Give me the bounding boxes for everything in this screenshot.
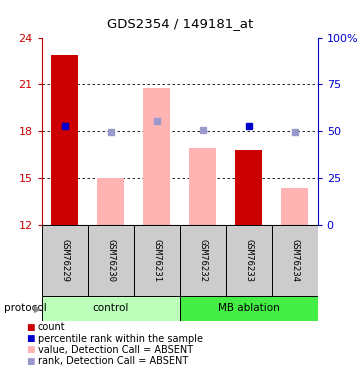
Text: protocol: protocol (4, 303, 46, 313)
Text: MB ablation: MB ablation (218, 303, 279, 313)
Bar (143, 87, 170, 225)
Bar (134, 225, 180, 296)
Text: GSM76232: GSM76232 (198, 239, 207, 282)
Bar (189, 148, 217, 225)
Bar (281, 188, 309, 225)
Text: rank, Detection Call = ABSENT: rank, Detection Call = ABSENT (38, 356, 188, 366)
Text: GDS2354 / 149181_at: GDS2354 / 149181_at (107, 17, 254, 30)
Text: ■: ■ (26, 357, 35, 366)
Text: value, Detection Call = ABSENT: value, Detection Call = ABSENT (38, 345, 193, 355)
Text: ▶: ▶ (34, 303, 42, 313)
Text: percentile rank within the sample: percentile rank within the sample (38, 334, 203, 344)
Text: GSM76229: GSM76229 (60, 239, 69, 282)
Text: ■: ■ (26, 323, 35, 332)
Text: GSM76233: GSM76233 (244, 239, 253, 282)
Bar (88, 225, 134, 296)
Text: ■: ■ (26, 334, 35, 343)
Bar (97, 178, 124, 225)
Bar (42, 225, 88, 296)
Text: GSM76231: GSM76231 (152, 239, 161, 282)
Bar (180, 225, 226, 296)
Bar (235, 150, 262, 225)
Bar (272, 225, 318, 296)
Text: ■: ■ (26, 345, 35, 354)
Bar (42, 296, 180, 321)
Text: GSM76234: GSM76234 (290, 239, 299, 282)
Text: control: control (92, 303, 129, 313)
Bar (180, 296, 318, 321)
Bar (226, 225, 272, 296)
Bar (51, 55, 78, 225)
Text: count: count (38, 322, 66, 332)
Text: GSM76230: GSM76230 (106, 239, 115, 282)
